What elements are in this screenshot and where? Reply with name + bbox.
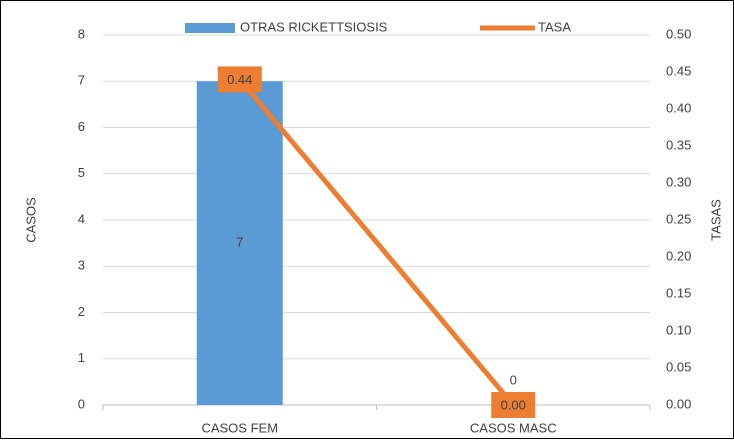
line-value-label: 0.44 [227,72,252,87]
y2-tick-label: 0.25 [666,211,691,226]
y2-tick-label: 0.15 [666,285,691,300]
x-tick-label: CASOS MASC [470,420,557,435]
y-tick-label: 3 [78,258,85,273]
bar-value-label: 0 [510,372,517,387]
y2-tick-label: 0.10 [666,322,691,337]
line-value-label: 0.00 [501,397,526,412]
y2-tick-label: 0.30 [666,174,691,189]
legend-swatch [185,23,235,33]
legend-label: OTRAS RICKETTSIOSIS [240,19,388,34]
y-tick-label: 7 [78,73,85,88]
y-tick-label: 0 [78,396,85,411]
y2-axis-title: TASAS [708,199,723,241]
y-tick-label: 2 [78,304,85,319]
y2-tick-label: 0.35 [666,137,691,152]
y2-tick-label: 0.50 [666,26,691,41]
y2-tick-label: 0.20 [666,248,691,263]
y2-tick-label: 0.00 [666,396,691,411]
y-tick-label: 6 [78,119,85,134]
bar-value-label: 7 [236,235,243,250]
legend-label: TASA [538,19,571,34]
line [237,77,516,407]
y2-tick-label: 0.45 [666,63,691,78]
x-tick-label: CASOS FEM [201,420,278,435]
data-label-box [491,392,536,418]
y-tick-label: 1 [78,350,85,365]
y-tick-label: 8 [78,26,85,41]
y2-tick-label: 0.05 [666,359,691,374]
y-axis-title: CASOS [23,197,38,243]
y2-tick-label: 0.40 [666,100,691,115]
data-label-box [217,66,262,93]
y-tick-label: 4 [78,211,85,226]
bar [196,81,283,405]
y-tick-label: 5 [78,165,85,180]
